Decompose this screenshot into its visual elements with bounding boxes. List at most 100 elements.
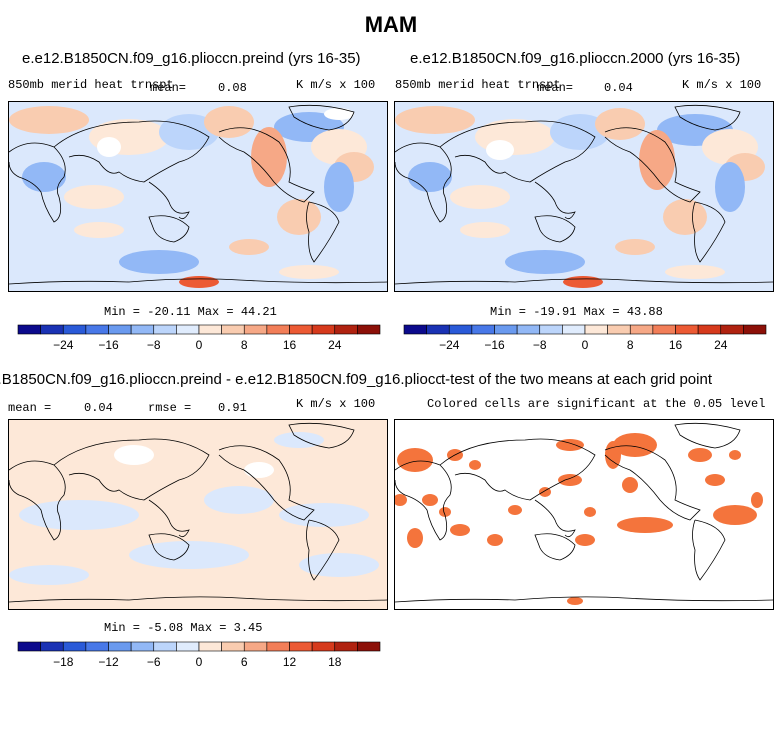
panel3-colorbar-swatch bbox=[153, 641, 177, 652]
panel3-colorbar-swatch bbox=[130, 641, 155, 652]
panel3-colorbar-swatch bbox=[243, 641, 268, 652]
panel4-subtitle: Colored cells are significant at the 0.0… bbox=[427, 397, 766, 411]
panel3-colorbar-tick-label: 18 bbox=[328, 655, 342, 669]
panel2-colorbar-swatch bbox=[629, 324, 654, 335]
panel2-mean-label: mean= bbox=[537, 81, 574, 95]
panel2-title: e.e12.B1850CN.f09_g16.plioccn.2000 (yrs … bbox=[410, 50, 741, 67]
panel2-colorbar-swatch bbox=[607, 324, 631, 335]
panel3-colorbar-tick-label: 12 bbox=[283, 655, 297, 669]
panel1-colorbar-swatch bbox=[198, 324, 222, 335]
panel3-title: e.e12.B1850CN.f09_g16.plioccn.preind - e… bbox=[0, 371, 441, 388]
panel1-colorbar-swatch bbox=[311, 324, 336, 335]
panel1-colorbar-swatch bbox=[243, 324, 268, 335]
panel2-colorbar-swatch bbox=[494, 324, 518, 335]
panel3-colorbar-swatch bbox=[334, 641, 358, 652]
panel2-colorbar-tick-label: 0 bbox=[582, 338, 589, 352]
panel2-colorbar-tick-label: 8 bbox=[627, 338, 634, 352]
panel2-map bbox=[394, 101, 774, 292]
panel1-title: e.e12.B1850CN.f09_g16.plioccn.preind (yr… bbox=[22, 50, 361, 67]
panel1-colorbar-swatch bbox=[334, 324, 358, 335]
panel1-anomaly-fill bbox=[9, 106, 374, 288]
panel3-colorbar-tick-label: 0 bbox=[196, 655, 203, 669]
panel3-colorbar-swatch bbox=[221, 641, 245, 652]
panel1-colorbar-swatch bbox=[62, 324, 87, 335]
panel2-colorbar-swatch bbox=[403, 324, 427, 335]
panel2-colorbar-swatch bbox=[697, 324, 722, 335]
panel1-colorbar-swatch bbox=[289, 324, 313, 335]
panel1-colorbar-swatch bbox=[221, 324, 245, 335]
panel3-colorbar-swatch bbox=[176, 641, 200, 652]
panel3-colorbar-swatch bbox=[311, 641, 336, 652]
panel2-units: K m/s x 100 bbox=[682, 78, 762, 92]
panel2-colorbar-swatch bbox=[675, 324, 699, 335]
panel1-mean-label: mean= bbox=[150, 81, 187, 95]
panel1-mean-value: 0.08 bbox=[218, 81, 247, 95]
panel2-colorbar-swatch bbox=[471, 324, 495, 335]
panel1-units: K m/s x 100 bbox=[296, 78, 376, 92]
panel1-coastlines bbox=[9, 104, 387, 285]
panel3-colorbar-swatch bbox=[40, 641, 64, 652]
panel3-rmse-label: rmse = bbox=[148, 401, 192, 415]
panel3-colorbar-swatch bbox=[85, 641, 109, 652]
panel1-colorbar-swatch bbox=[176, 324, 200, 335]
panel1-colorbar-swatch bbox=[266, 324, 290, 335]
panel2-colorbar-swatch bbox=[652, 324, 676, 335]
panel3-colorbar-swatch bbox=[108, 641, 132, 652]
panel1-colorbar-swatch bbox=[130, 324, 155, 335]
panel3-colorbar-tick-label: 6 bbox=[241, 655, 248, 669]
panel1-colorbar-swatch bbox=[153, 324, 177, 335]
panel3-coastlines bbox=[9, 422, 387, 603]
panel2-colorbar-tick-label: 24 bbox=[714, 338, 728, 352]
panel1-map bbox=[8, 101, 388, 292]
panel2-colorbar-swatch bbox=[562, 324, 586, 335]
panel4-map bbox=[394, 419, 774, 610]
panel1-colorbar-swatch bbox=[85, 324, 109, 335]
panel3-colorbar-swatch bbox=[266, 641, 290, 652]
panel2-colorbar-tick-label: −16 bbox=[484, 338, 505, 352]
panel3-colorbar-swatch bbox=[198, 641, 222, 652]
panel1-colorbar-swatch bbox=[357, 324, 381, 335]
panel2-minmax: Min = -19.91 Max = 43.88 bbox=[490, 305, 663, 319]
panel2-var-label: 850mb merid heat trnspt bbox=[395, 78, 561, 92]
panel1-colorbar: −24 −16 −8 0 8 16 24 bbox=[17, 324, 381, 354]
panel3-colorbar-swatch bbox=[17, 641, 41, 652]
panel2-colorbar-swatch bbox=[720, 324, 744, 335]
panel2-colorbar-tick-label: −8 bbox=[533, 338, 547, 352]
panel1-colorbar-tick-label: −24 bbox=[53, 338, 74, 352]
panel3-minmax: Min = -5.08 Max = 3.45 bbox=[104, 621, 263, 635]
panel3-colorbar-swatch bbox=[62, 641, 87, 652]
panel3-map bbox=[8, 419, 388, 610]
panel4-significance-cells bbox=[395, 433, 763, 605]
panel2-colorbar: −24 −16 −8 0 8 16 24 bbox=[403, 324, 767, 354]
panel1-colorbar-swatch bbox=[40, 324, 64, 335]
panel2-colorbar-tick-label: 16 bbox=[669, 338, 683, 352]
panel1-minmax: Min = -20.11 Max = 44.21 bbox=[104, 305, 277, 319]
panel2-colorbar-swatch bbox=[584, 324, 608, 335]
panel3-mean-value: 0.04 bbox=[84, 401, 113, 415]
panel2-colorbar-swatch bbox=[516, 324, 541, 335]
panel3-colorbar-swatch bbox=[289, 641, 313, 652]
panel3-colorbar-tick-label: −12 bbox=[98, 655, 119, 669]
panel3-colorbar-swatch bbox=[357, 641, 381, 652]
panel1-var-label: 850mb merid heat trnspt bbox=[8, 78, 174, 92]
panel2-anomaly-fill bbox=[395, 106, 765, 288]
panel1-colorbar-tick-label: 8 bbox=[241, 338, 248, 352]
panel2-coastlines bbox=[395, 104, 773, 285]
panel3-colorbar: −18 −12 −6 0 6 12 18 bbox=[17, 641, 381, 671]
panel1-colorbar-swatch bbox=[108, 324, 132, 335]
panel2-colorbar-swatch bbox=[448, 324, 473, 335]
panel2-colorbar-swatch bbox=[743, 324, 767, 335]
panel1-colorbar-tick-label: 24 bbox=[328, 338, 342, 352]
panel3-anomaly-fill bbox=[9, 432, 379, 585]
panel1-colorbar-tick-label: 0 bbox=[196, 338, 203, 352]
panel3-units: K m/s x 100 bbox=[296, 397, 376, 411]
figure-title: MAM bbox=[364, 12, 418, 37]
panel2-colorbar-tick-label: −24 bbox=[439, 338, 460, 352]
panel1-colorbar-tick-label: 16 bbox=[283, 338, 297, 352]
panel3-colorbar-tick-label: −18 bbox=[53, 655, 74, 669]
panel3-colorbar-tick-label: −6 bbox=[147, 655, 161, 669]
panel3-mean-label: mean = bbox=[8, 401, 52, 415]
panel2-colorbar-swatch bbox=[539, 324, 563, 335]
panel1-colorbar-tick-label: −8 bbox=[147, 338, 161, 352]
panel2-mean-value: 0.04 bbox=[604, 81, 633, 95]
